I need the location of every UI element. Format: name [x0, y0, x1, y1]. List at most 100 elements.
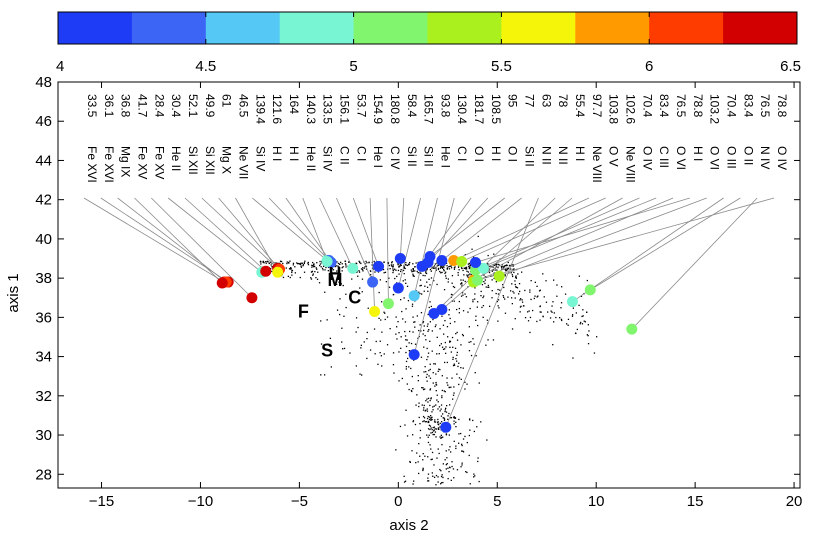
background-point [417, 272, 419, 274]
background-point [411, 271, 413, 273]
background-point [547, 311, 549, 313]
background-point [299, 263, 301, 265]
plot-axes: −15 −10 −5 0 5 10 15 20 28 30 32 34 36 38 40 42 44 46 48 ax… [5, 74, 802, 534]
leader-line [441, 197, 573, 310]
background-point [507, 261, 509, 264]
background-point [536, 285, 538, 287]
line-wavelength-label: 78 [556, 94, 570, 108]
background-point [299, 263, 301, 265]
leader-line [336, 197, 373, 283]
background-point [401, 377, 403, 380]
leader-line [397, 197, 421, 289]
background-point [408, 342, 410, 344]
background-point [320, 266, 322, 268]
background-point [434, 363, 436, 365]
line-ion-label: H I [573, 146, 587, 161]
background-point [361, 291, 363, 293]
line-ion-label: N IV [758, 146, 772, 169]
background-point [426, 417, 429, 420]
background-point [482, 296, 484, 299]
background-point [405, 351, 407, 354]
background-point [552, 344, 554, 346]
background-point [453, 300, 455, 302]
background-point [288, 261, 290, 264]
background-point [384, 312, 386, 314]
background-point [493, 277, 495, 280]
background-point [513, 292, 515, 294]
background-point [427, 456, 429, 458]
background-point [402, 269, 405, 272]
background-point [275, 262, 277, 264]
background-point [391, 265, 393, 267]
background-point [515, 275, 517, 277]
colorbar-tick-label: 5.5 [491, 58, 512, 75]
background-point [458, 377, 461, 379]
background-point [435, 373, 437, 375]
background-point [365, 268, 368, 270]
background-point [336, 265, 338, 267]
background-point [348, 261, 350, 263]
line-wavelength-label: 103.2 [708, 94, 722, 124]
background-point [469, 483, 471, 485]
background-point [423, 329, 425, 332]
background-point [373, 328, 376, 330]
background-point [279, 260, 282, 262]
background-point [454, 266, 456, 268]
background-point [405, 308, 407, 310]
background-point [462, 269, 464, 272]
background-point [345, 264, 347, 266]
line-ion-label: H I [691, 146, 705, 161]
background-point [497, 263, 499, 265]
background-point [473, 473, 475, 475]
background-point [519, 311, 521, 313]
line-ion-label: O I [506, 146, 520, 162]
background-point [593, 352, 596, 354]
background-point [432, 266, 434, 268]
background-point [427, 473, 430, 475]
background-point [426, 325, 429, 327]
background-point [432, 406, 434, 408]
background-point [532, 309, 534, 312]
background-point [341, 263, 343, 265]
leader-line [631, 197, 758, 330]
background-point [398, 332, 400, 334]
line-wavelength-label: 181.7 [472, 94, 486, 124]
background-point [396, 338, 398, 340]
background-point [307, 261, 309, 264]
background-point [418, 416, 420, 419]
background-point [415, 462, 417, 464]
background-point [477, 235, 479, 238]
background-point [444, 459, 446, 461]
background-point [495, 266, 497, 268]
leader-line [475, 197, 640, 271]
background-point [405, 262, 407, 264]
background-point [483, 281, 485, 283]
background-point [448, 434, 450, 436]
background-point [534, 295, 536, 297]
background-point [491, 290, 493, 292]
background-point [511, 283, 513, 285]
background-point [454, 321, 456, 323]
background-point [397, 263, 399, 265]
background-point [440, 415, 443, 417]
background-point [271, 266, 273, 268]
background-point [410, 342, 413, 345]
y-tick-label: 46 [35, 113, 52, 130]
background-point [434, 385, 436, 387]
background-point [311, 264, 313, 266]
background-point [430, 419, 432, 421]
background-point [302, 264, 305, 266]
background-point [504, 268, 506, 271]
background-point [436, 336, 438, 338]
background-point [360, 262, 362, 265]
background-point [298, 262, 300, 265]
background-point [480, 295, 482, 297]
background-point [468, 266, 470, 268]
background-point [428, 416, 431, 418]
background-point [582, 309, 584, 311]
background-point [488, 271, 491, 274]
background-point [359, 287, 361, 289]
line-wavelength-label: 140.3 [304, 94, 318, 124]
background-point [300, 265, 302, 267]
background-point [404, 480, 407, 482]
